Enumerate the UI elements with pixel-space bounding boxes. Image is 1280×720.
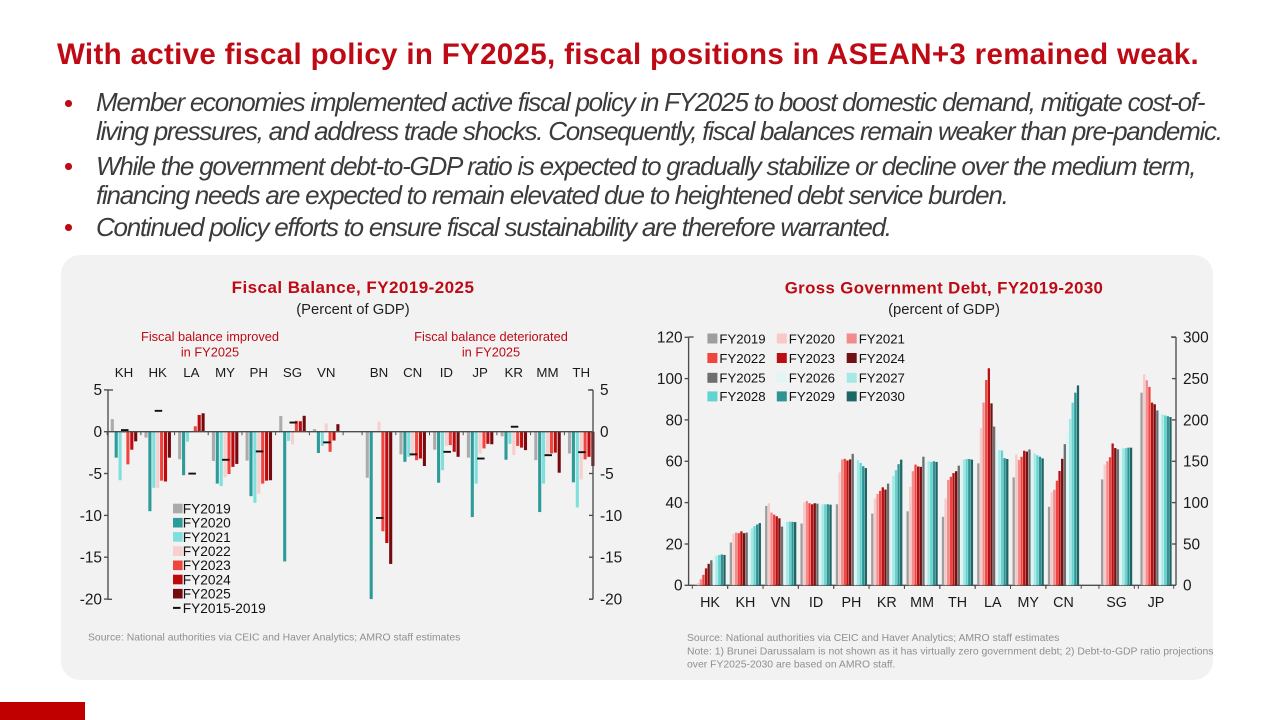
svg-text:SG: SG [283, 365, 302, 380]
svg-text:50: 50 [1183, 536, 1200, 553]
svg-text:Fiscal Balance, FY2019-2025: Fiscal Balance, FY2019-2025 [232, 278, 475, 297]
svg-text:Source: National authorities v: Source: National authorities via CEIC an… [687, 633, 1059, 644]
svg-text:FY2020: FY2020 [183, 516, 231, 531]
svg-text:FY2029: FY2029 [789, 389, 835, 404]
svg-text:ID: ID [440, 365, 453, 380]
svg-text:80: 80 [665, 412, 682, 429]
svg-text:TH: TH [948, 595, 967, 611]
svg-text:-10: -10 [600, 508, 622, 525]
svg-text:Fiscal balance deteriorated: Fiscal balance deteriorated [414, 329, 568, 344]
svg-text:FY2027: FY2027 [859, 371, 905, 386]
svg-text:MY: MY [215, 365, 235, 380]
svg-text:KR: KR [505, 365, 523, 380]
svg-text:Note: 1) Brunei Darussalam is: Note: 1) Brunei Darussalam is not shown … [687, 647, 1214, 658]
svg-text:FY2030: FY2030 [859, 389, 905, 404]
svg-text:VN: VN [771, 595, 791, 611]
svg-text:FY2024: FY2024 [859, 351, 905, 366]
svg-text:FY2015-2019: FY2015-2019 [183, 601, 266, 616]
svg-text:FY2026: FY2026 [789, 371, 835, 386]
svg-text:FY2024: FY2024 [183, 572, 231, 587]
svg-text:FY2023: FY2023 [789, 351, 835, 366]
svg-text:JP: JP [1148, 595, 1165, 611]
svg-text:FY2025: FY2025 [719, 371, 765, 386]
svg-text:FY2025: FY2025 [183, 587, 231, 602]
svg-text:LA: LA [984, 595, 1002, 611]
svg-text:in FY2025: in FY2025 [181, 345, 239, 360]
svg-text:FY2028: FY2028 [719, 389, 765, 404]
svg-text:over FY2025-2030 are based on: over FY2025-2030 are based on AMRO staff… [687, 660, 895, 671]
svg-text:100: 100 [657, 371, 683, 388]
svg-text:HK: HK [148, 365, 167, 380]
svg-text:200: 200 [1183, 412, 1209, 429]
svg-text:MM: MM [536, 365, 558, 380]
svg-text:HK: HK [700, 595, 720, 611]
svg-text:0: 0 [93, 424, 102, 441]
svg-text:250: 250 [1183, 371, 1209, 388]
svg-text:-5: -5 [88, 466, 102, 483]
svg-text:150: 150 [1183, 454, 1209, 471]
svg-text:-5: -5 [600, 466, 614, 483]
svg-text:(percent of GDP): (percent of GDP) [888, 302, 1000, 318]
svg-text:-15: -15 [80, 550, 102, 567]
svg-text:0: 0 [1183, 578, 1192, 595]
svg-text:TH: TH [572, 365, 590, 380]
svg-text:FY2022: FY2022 [183, 544, 231, 559]
svg-text:40: 40 [665, 495, 682, 512]
svg-text:-20: -20 [80, 592, 102, 609]
svg-text:PH: PH [841, 595, 861, 611]
svg-text:0: 0 [600, 424, 609, 441]
svg-text:FY2019: FY2019 [183, 501, 231, 516]
svg-text:KH: KH [115, 365, 133, 380]
svg-text:BN: BN [370, 365, 388, 380]
svg-text:JP: JP [472, 365, 488, 380]
svg-text:0: 0 [674, 578, 683, 595]
svg-text:LA: LA [183, 365, 199, 380]
svg-text:FY2020: FY2020 [789, 331, 835, 346]
svg-text:60: 60 [665, 454, 682, 471]
svg-text:CN: CN [1053, 595, 1074, 611]
svg-text:VN: VN [317, 365, 335, 380]
svg-text:100: 100 [1183, 495, 1209, 512]
svg-text:120: 120 [657, 330, 683, 347]
svg-text:PH: PH [250, 365, 268, 380]
svg-text:Gross Government Debt, FY2019-: Gross Government Debt, FY2019-2030 [785, 279, 1104, 298]
svg-text:FY2022: FY2022 [719, 351, 765, 366]
svg-text:Source: National authorities v: Source: National authorities via CEIC an… [88, 633, 460, 644]
svg-text:FY2021: FY2021 [859, 331, 905, 346]
svg-text:ID: ID [809, 595, 823, 611]
svg-text:20: 20 [665, 536, 682, 553]
svg-text:-20: -20 [600, 592, 622, 609]
svg-text:FY2021: FY2021 [183, 530, 231, 545]
svg-text:MY: MY [1017, 595, 1039, 611]
svg-text:in FY2025: in FY2025 [462, 345, 520, 360]
svg-text:5: 5 [600, 382, 609, 399]
svg-text:CN: CN [403, 365, 422, 380]
svg-text:(Percent of GDP): (Percent of GDP) [296, 302, 410, 318]
svg-text:FY2019: FY2019 [719, 331, 765, 346]
svg-text:KR: KR [877, 595, 897, 611]
svg-text:SG: SG [1106, 595, 1127, 611]
svg-text:Fiscal balance improved: Fiscal balance improved [141, 329, 279, 344]
svg-text:MM: MM [910, 595, 934, 611]
svg-text:300: 300 [1183, 330, 1209, 347]
svg-text:-10: -10 [80, 508, 102, 525]
svg-text:KH: KH [735, 595, 755, 611]
svg-text:5: 5 [93, 382, 102, 399]
svg-text:FY2023: FY2023 [183, 558, 231, 573]
svg-text:-15: -15 [600, 550, 622, 567]
